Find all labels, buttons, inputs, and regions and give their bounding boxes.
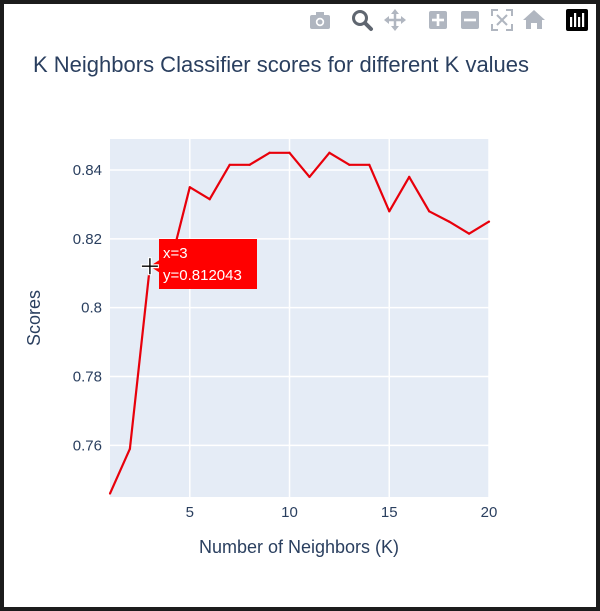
x-tick-label: 5 — [186, 504, 194, 521]
zoom-icon[interactable] — [352, 10, 373, 31]
modebar — [310, 9, 588, 31]
data-point — [288, 151, 291, 154]
data-point — [208, 198, 211, 201]
crosshair-cursor-icon — [140, 257, 159, 276]
chart-title: K Neighbors Classifier scores for differ… — [33, 52, 529, 77]
y-axis-title: Scores — [24, 290, 44, 346]
data-point — [428, 210, 431, 213]
data-point — [128, 447, 132, 450]
data-point — [308, 175, 311, 178]
data-point — [228, 163, 231, 166]
hover-box — [159, 239, 257, 289]
data-point — [188, 186, 191, 189]
y-tick-label: 0.8 — [81, 300, 102, 317]
gridlines — [110, 139, 490, 497]
y-axis-ticks: 0.76 0.78 0.8 0.82 0.84 — [73, 162, 102, 454]
data-point — [248, 163, 251, 166]
y-tick-label: 0.82 — [73, 231, 102, 248]
x-tick-label: 20 — [481, 504, 498, 521]
y-tick-label: 0.78 — [73, 369, 102, 386]
data-point — [368, 163, 371, 166]
data-point — [467, 232, 471, 235]
data-point — [448, 220, 451, 223]
hover-y-text: y=0.812043 — [163, 267, 242, 284]
data-point — [487, 220, 491, 223]
plotly-logo-icon[interactable] — [566, 9, 588, 31]
data-point — [108, 492, 112, 495]
plot-area[interactable] — [110, 139, 489, 497]
zoom-in-icon[interactable] — [429, 11, 447, 29]
data-point — [268, 151, 271, 154]
chart[interactable]: K Neighbors Classifier scores for differ… — [4, 4, 596, 607]
x-tick-label: 15 — [381, 504, 398, 521]
chart-frame: K Neighbors Classifier scores for differ… — [4, 4, 596, 607]
x-axis-ticks: 5 10 15 20 — [186, 504, 498, 521]
pan-icon[interactable] — [384, 9, 406, 31]
data-point — [388, 210, 391, 213]
data-point — [408, 175, 411, 178]
home-icon[interactable] — [523, 10, 545, 29]
x-axis-title: Number of Neighbors (K) — [199, 537, 399, 557]
camera-icon[interactable] — [310, 12, 330, 29]
data-point — [328, 151, 331, 154]
hover-tooltip: x=3 y=0.812043 — [140, 239, 257, 289]
y-tick-label: 0.76 — [73, 437, 102, 454]
zoom-out-icon[interactable] — [461, 11, 479, 29]
hover-x-text: x=3 — [163, 245, 188, 262]
data-point — [348, 163, 351, 166]
x-tick-label: 10 — [281, 504, 298, 521]
autoscale-icon[interactable] — [491, 9, 513, 31]
y-tick-label: 0.84 — [73, 162, 102, 179]
